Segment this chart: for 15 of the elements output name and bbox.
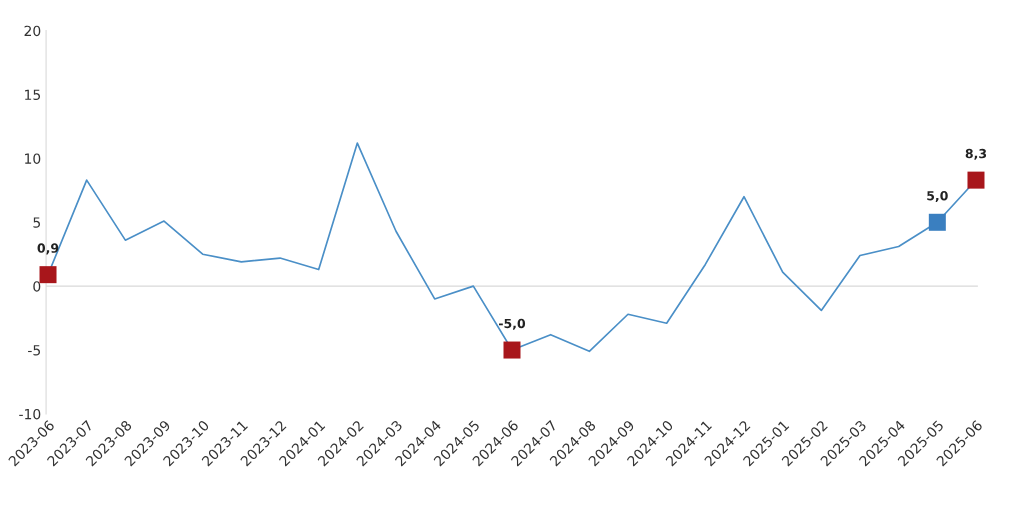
point [503,341,521,359]
point [928,213,946,231]
data-label: 5,0 [927,190,948,203]
data-label: 0,9 [37,243,59,255]
y-tick-label: 5 [33,217,41,228]
data-label: -5,0 [499,318,526,330]
y-tick-label: -10 [19,408,41,420]
y-tick-label: -5 [28,345,41,356]
y-tick-label: 15 [25,89,41,101]
y-tick-label: 0 [33,281,41,292]
y-tick-label: 10 [25,153,41,164]
point [39,266,57,284]
y-tick-label: 20 [24,25,41,37]
point [967,171,985,189]
data-label: 8,3 [965,148,987,160]
